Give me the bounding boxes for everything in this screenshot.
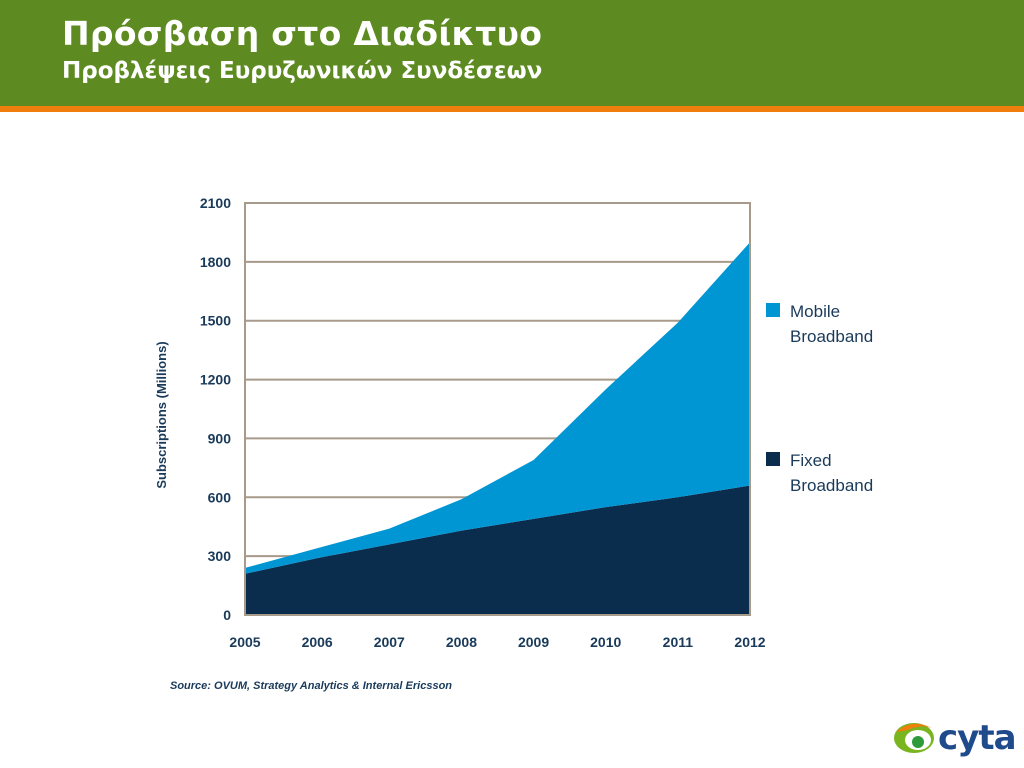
slide-title: Πρόσβαση στο Διαδίκτυο [62, 14, 543, 53]
area-fixed-broadband [245, 485, 750, 615]
x-tick-label: 2011 [663, 634, 694, 650]
x-tick-label: 2012 [734, 634, 765, 650]
legend-swatch [766, 303, 780, 317]
y-tick-label: 900 [208, 430, 232, 446]
x-tick-label: 2007 [374, 634, 405, 650]
slide-subtitle: Προβλέψεις Ευρυζωνικών Συνδέσεων [62, 58, 543, 84]
legend-label: Broadband [790, 476, 873, 495]
legend: Mobile Broadband Fixed Broadband [766, 302, 873, 495]
x-tick-label: 2005 [229, 634, 260, 650]
area-mobile-broadband [245, 242, 750, 574]
y-tick-label: 1500 [200, 313, 231, 329]
y-tick-label: 300 [208, 548, 232, 564]
x-tick-label: 2010 [590, 634, 621, 650]
cyta-logo-icon [894, 723, 934, 753]
y-tick-label: 600 [208, 489, 232, 505]
y-axis-label: Subscriptions (Millions) [154, 341, 169, 488]
y-tick-label: 1200 [200, 372, 231, 388]
y-tick-label: 0 [223, 607, 231, 623]
x-tick-label: 2009 [518, 634, 549, 650]
header-divider [0, 106, 1024, 112]
plot-frame [244, 202, 751, 616]
chart-areas [245, 242, 750, 615]
title-bar [0, 0, 1024, 106]
legend-label: Mobile [790, 302, 840, 321]
legend-swatch [766, 452, 780, 466]
x-tick-label: 2008 [446, 634, 477, 650]
x-tick-label: 2006 [302, 634, 333, 650]
legend-label: Broadband [790, 327, 873, 346]
y-tick-labels: 0 300 600 900 1200 1500 1800 2100 [200, 195, 231, 623]
y-tick-label: 2100 [200, 195, 231, 211]
x-tick-labels: 2005 2006 2007 2008 2009 2010 2011 2012 [229, 634, 765, 650]
legend-label: Fixed [790, 451, 832, 470]
chart-source: Source: OVUM, Strategy Analytics & Inter… [170, 680, 452, 692]
cyta-logo-text: cyta [938, 718, 1017, 758]
y-tick-label: 1800 [200, 254, 231, 270]
